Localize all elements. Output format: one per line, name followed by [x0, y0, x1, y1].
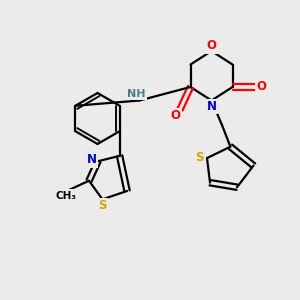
Text: CH₃: CH₃ — [56, 190, 77, 201]
Text: S: S — [195, 151, 204, 164]
Text: NH: NH — [127, 89, 146, 99]
Text: N: N — [86, 153, 96, 166]
Text: O: O — [206, 39, 217, 52]
Text: O: O — [256, 80, 267, 94]
Text: O: O — [170, 109, 181, 122]
Text: N: N — [206, 100, 217, 113]
Text: S: S — [98, 200, 106, 212]
